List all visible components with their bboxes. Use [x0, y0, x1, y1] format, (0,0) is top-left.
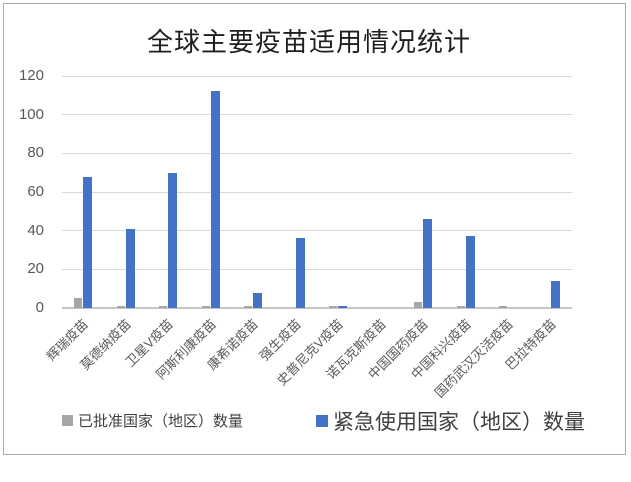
gridline — [62, 230, 572, 232]
x-axis-category-label: 巴拉特疫苗 — [502, 316, 559, 373]
chart-frame: 全球主要疫苗适用情况统计 0 20 40 60 80 100 120 辉瑞疫苗 莫德纳疫苗 卫星V… — [3, 3, 626, 455]
bar-approved — [159, 306, 168, 308]
bar-approved — [456, 306, 465, 308]
y-axis-tick-label: 40 — [27, 221, 44, 239]
y-axis-tick-label: 80 — [27, 144, 44, 162]
x-axis-category-label: 卫星V疫苗 — [122, 316, 177, 370]
bar-approved — [74, 298, 83, 308]
bar-approved — [116, 306, 125, 308]
x-axis-category-label: 康希诺疫苗 — [204, 316, 262, 373]
y-axis-tick-label: 60 — [27, 183, 44, 200]
y-axis-tick-label: 0 — [35, 299, 44, 316]
y-axis-tick-label: 20 — [27, 260, 44, 278]
x-axis-category-label: 中国国药疫苗 — [365, 316, 432, 383]
gridline — [62, 268, 572, 270]
bar-emergency — [83, 177, 93, 308]
bar-emergency — [550, 281, 560, 308]
gridline — [62, 75, 572, 77]
bar-approved — [201, 306, 210, 308]
bar-emergency — [125, 229, 135, 308]
y-axis-tick-label: 100 — [18, 105, 44, 123]
x-axis-category-label: 史普尼克V疫苗 — [274, 316, 347, 389]
gridline — [62, 114, 572, 116]
bar-emergency — [210, 91, 220, 308]
bar-approved — [329, 306, 338, 308]
bar-emergency — [423, 219, 433, 308]
bar-emergency — [295, 238, 305, 308]
bar-approved — [414, 302, 423, 308]
bar-emergency — [168, 173, 178, 308]
x-axis-category-label: 中国科兴疫苗 — [407, 316, 474, 383]
gridline — [62, 152, 572, 154]
x-axis-line — [62, 307, 572, 309]
bar-emergency — [465, 236, 475, 308]
x-axis-category-label: 国药武汉灭活疫苗 — [431, 316, 517, 401]
bar-emergency — [253, 293, 263, 308]
gridline — [62, 191, 572, 193]
y-axis-tick-label: 120 — [18, 67, 44, 84]
plot-area: 0 20 40 60 80 100 120 辉瑞疫苗 莫德纳疫苗 卫星V疫苗 阿斯利康疫苗 康希诺疫苗… — [4, 4, 625, 454]
bar-approved — [499, 306, 508, 308]
bar-emergency — [338, 306, 348, 308]
bar-approved — [244, 306, 253, 308]
chart-title: 全球主要疫苗适用情况统计 — [146, 28, 471, 58]
